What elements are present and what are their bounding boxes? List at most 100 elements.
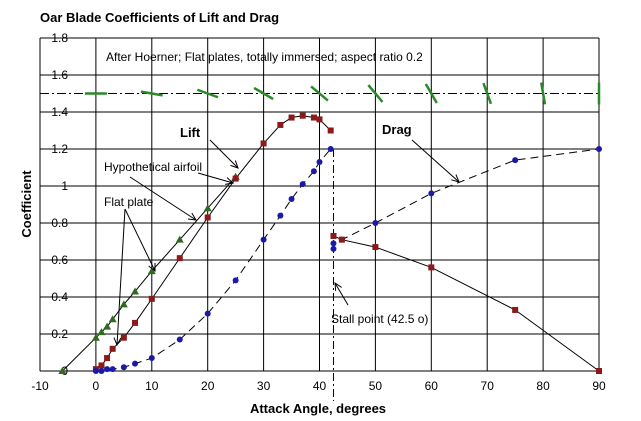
data-point-triangle	[103, 322, 112, 330]
lift-arrow	[209, 139, 239, 169]
x-tick-label: 90	[592, 379, 606, 393]
blade-mark	[310, 85, 329, 102]
data-point-square	[260, 140, 267, 147]
y-tick-label: 0.6	[51, 253, 68, 267]
data-point-circle	[372, 220, 379, 226]
data-point-square	[299, 112, 306, 119]
drag-arrow	[411, 139, 460, 183]
series-line	[333, 148, 600, 249]
x-tick-label: 20	[201, 379, 215, 393]
y-tick-label: 1.4	[51, 105, 68, 119]
data-point-circle	[132, 360, 139, 367]
x-tick-label: -10	[31, 379, 49, 393]
data-point-circle	[109, 366, 116, 373]
data-point-triangle	[175, 235, 184, 243]
blade-orientation-marks	[84, 82, 601, 105]
data-point-triangle	[131, 287, 140, 295]
data-point-square	[372, 244, 379, 251]
y-tick-label: 0.4	[51, 290, 68, 304]
data-point-square	[428, 264, 435, 271]
airfoil-arrow-1	[197, 172, 234, 184]
data-point-circle	[512, 157, 519, 164]
data-point-circle	[310, 168, 317, 175]
stall-label: Stall point (42.5 o)	[331, 312, 428, 326]
x-tick-label: 50	[369, 379, 383, 393]
data-point-circle	[92, 368, 99, 374]
data-point-circle	[98, 368, 105, 374]
data-point-circle	[316, 158, 323, 165]
data-point-circle	[232, 277, 239, 284]
flat-plate-arrow-1	[124, 208, 156, 272]
data-point-triangle	[203, 204, 212, 212]
data-point-circle	[596, 146, 602, 152]
x-tick-label: 10	[145, 379, 159, 393]
data-point-circle	[104, 366, 111, 373]
data-point-square	[120, 334, 127, 341]
blade-mark	[140, 90, 163, 97]
data-point-circle	[327, 146, 334, 152]
data-point-circle	[204, 310, 211, 317]
blade-mark	[539, 82, 547, 105]
x-tick-label: 70	[481, 379, 495, 393]
data-point-triangle	[58, 367, 67, 374]
blade-mark	[367, 84, 384, 103]
tick-labels: -10 0 10 20 30 40 50 60 70 80 90 0 0.2 0.4 0.6 0.8 1 1.2 1…	[31, 31, 606, 393]
data-point-circle	[148, 355, 155, 362]
x-tick-label: 40	[313, 379, 327, 393]
airfoil-arrow-1-head	[225, 177, 235, 185]
data-point-circle	[260, 236, 267, 243]
airfoil-label: Hypothetical airfoil	[104, 160, 202, 174]
data-point-square	[327, 127, 334, 134]
x-tick-label: 60	[425, 379, 439, 393]
airfoil-arrow-2-head	[188, 212, 197, 221]
data-point-circle	[330, 240, 337, 247]
data-point-triangle	[97, 328, 106, 336]
data-point-circle	[277, 212, 284, 219]
drag-arrow-head	[451, 174, 460, 183]
data-point-square	[512, 306, 519, 313]
data-point-circle	[120, 364, 127, 371]
blade-mark	[253, 86, 274, 101]
data-point-circle	[428, 190, 435, 197]
data-point-triangle	[108, 315, 117, 323]
x-tick-label: 0	[93, 379, 100, 393]
data-point-circle	[299, 181, 306, 188]
x-axis-label: Attack Angle, degrees	[250, 401, 386, 416]
data-point-square	[596, 368, 602, 374]
data-point-square	[204, 214, 211, 221]
data-point-circle	[330, 245, 337, 252]
stall-arrow	[334, 282, 349, 306]
airfoil-arrow-2	[129, 176, 197, 221]
data-point-triangle	[147, 267, 156, 275]
data-point-square	[109, 345, 116, 352]
y-tick-label: 0.2	[51, 327, 68, 341]
blade-mark	[482, 82, 493, 105]
stall-arrow-head	[334, 282, 342, 292]
y-tick-label: 1.2	[51, 142, 68, 156]
data-point-square	[104, 355, 111, 362]
annotation-arrows	[113, 139, 460, 347]
drag-label: Drag	[382, 122, 412, 137]
flat-plate-label: Flat plate	[104, 195, 154, 209]
flat-plate-arrow-2-head	[113, 337, 122, 347]
data-point-square	[310, 114, 317, 121]
y-tick-label: 1.8	[51, 31, 68, 45]
flat-plate-arrow-1-head	[148, 262, 156, 273]
data-point-square	[148, 295, 155, 302]
y-tick-label: 0	[61, 364, 68, 378]
y-axis-label: Coefficient	[19, 170, 34, 238]
blade-mark	[196, 88, 219, 99]
data-point-triangle	[119, 300, 128, 308]
x-tick-label: 30	[257, 379, 271, 393]
data-point-square	[316, 116, 323, 123]
y-tick-label: 1	[61, 179, 68, 193]
chart-title: Oar Blade Coefficients of Lift and Drag	[40, 10, 279, 25]
data-point-square	[176, 255, 183, 262]
y-tick-label: 0.8	[51, 216, 68, 230]
flat-plate-arrow-2	[116, 208, 126, 346]
series-line	[95, 115, 332, 370]
data-point-square	[288, 114, 295, 121]
data-point-square	[330, 232, 337, 239]
